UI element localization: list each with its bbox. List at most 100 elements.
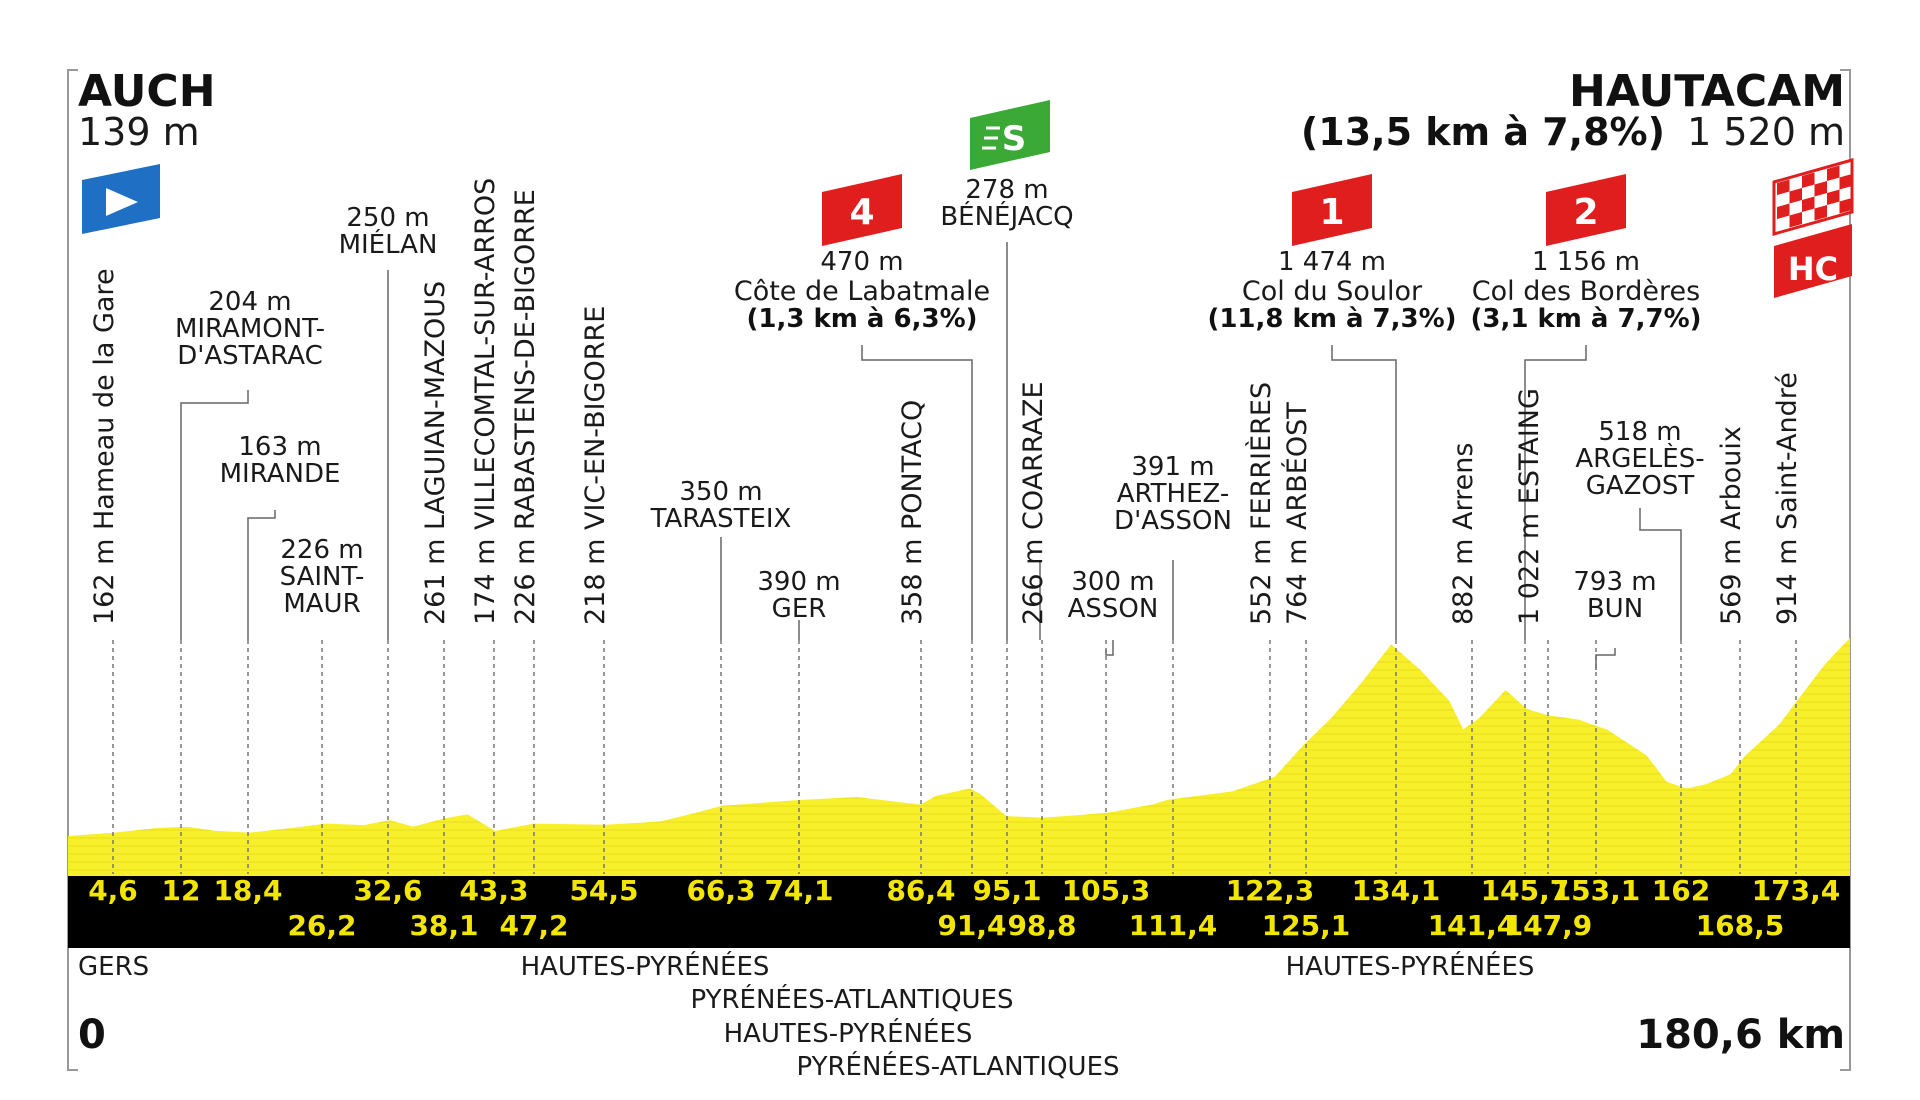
finish-altitude: 1 520 m — [1687, 110, 1845, 154]
place-name: MIÉLAN — [339, 228, 438, 260]
place-name-line2: D'ASTARAC — [177, 341, 323, 371]
place-altitude: 204 m — [208, 287, 291, 317]
sprint-label: S — [1002, 119, 1027, 159]
climb-borderes: 2 1 156 m Col des Bordères (3,1 km à 7,7… — [1470, 174, 1702, 334]
department-label: PYRÉNÉES-ATLANTIQUES — [796, 1050, 1119, 1082]
department-label: GERS — [78, 952, 149, 982]
climb-stats: (1,3 km à 6,3%) — [746, 304, 977, 334]
category-badge: 4 — [849, 192, 874, 233]
place-label-vertical: 882 m Arrens — [1448, 443, 1479, 625]
km-marker: 86,4 — [886, 874, 955, 907]
place-altitude: 350 m — [679, 477, 762, 507]
department-label: HAUTES-PYRÉNÉES — [1286, 950, 1535, 982]
distance-end: 180,6 km — [1636, 1012, 1845, 1058]
checker-square — [1839, 174, 1852, 190]
start-name: AUCH — [78, 66, 216, 117]
place-labels: 162 m Hameau de la Gare 261 m LAGUIAN-MAZ… — [89, 175, 1803, 625]
km-marker: 111,4 — [1129, 909, 1218, 942]
place-label-vertical: 914 m Saint-André — [1772, 372, 1803, 625]
leader-line — [247, 510, 276, 640]
leader-line — [180, 390, 249, 640]
place-altitude: 226 m — [280, 535, 363, 565]
km-marker: 54,5 — [569, 874, 638, 907]
frame — [67, 69, 1851, 1071]
checker-square — [1802, 196, 1815, 212]
leader-lines — [112, 242, 1797, 874]
km-band — [68, 876, 1850, 948]
climb-altitude: 1 156 m — [1532, 247, 1640, 277]
place-altitude: 278 m — [965, 175, 1048, 205]
km-markers: 4,6 12 18,4 32,6 43,3 54,5 66,3 74,1 86,4 95,1 105… — [88, 874, 1840, 942]
checker-square — [1827, 165, 1840, 181]
km-marker: 26,2 — [287, 909, 356, 942]
checker-square — [1777, 203, 1790, 219]
checker-square — [1814, 205, 1827, 221]
place-name-line2: GAZOST — [1586, 471, 1695, 501]
km-marker: 47,2 — [499, 909, 568, 942]
place-name: ARGELÈS- — [1575, 442, 1704, 474]
checkered-flag-icon — [1772, 158, 1854, 236]
category-badge: 2 — [1573, 192, 1598, 233]
km-marker: 105,3 — [1062, 874, 1151, 907]
km-marker: 168,5 — [1696, 909, 1785, 942]
finish-climb: (13,5 km à 7,8%) — [1301, 110, 1665, 154]
place-altitude: 390 m — [757, 567, 840, 597]
leader-line — [1524, 345, 1587, 640]
km-marker: 153,1 — [1552, 874, 1641, 907]
km-marker: 125,1 — [1262, 909, 1351, 942]
leader-line — [1105, 640, 1114, 656]
km-marker: 141,4 — [1428, 909, 1517, 942]
climb-stats: (11,8 km à 7,3%) — [1207, 304, 1456, 334]
km-marker: 91,4 — [937, 909, 1006, 942]
place-label-vertical: 174 m VILLECOMTAL-SUR-ARROS — [470, 178, 501, 625]
place-label-vertical: 218 m VIC-EN-BIGORRE — [580, 306, 611, 625]
checker-square — [1802, 172, 1815, 188]
km-marker: 98,8 — [1007, 909, 1076, 942]
place-altitude: 300 m — [1071, 567, 1154, 597]
hc-label: HC — [1788, 250, 1838, 288]
climb-stats: (3,1 km à 7,7%) — [1470, 304, 1701, 334]
place-label-vertical: 226 m RABASTENS-DE-BIGORRE — [510, 189, 541, 625]
checker-square — [1789, 188, 1802, 204]
checker-square — [1814, 181, 1827, 197]
km-marker: 32,6 — [353, 874, 422, 907]
place-name: BÉNÉJACQ — [940, 200, 1073, 232]
start-arrow-icon — [82, 164, 160, 234]
department-label: PYRÉNÉES-ATLANTIQUES — [690, 983, 1013, 1015]
profile-layer — [68, 637, 1850, 876]
climb-name: Col des Bordères — [1472, 276, 1700, 307]
place-altitude: 518 m — [1598, 417, 1681, 447]
place-label-vertical: 266 m COARRAZE — [1018, 381, 1049, 625]
place-label-vertical: 552 m FERRIÈRES — [1245, 382, 1277, 625]
climb-labatmale: 4 470 m Côte de Labatmale (1,3 km à 6,3%… — [734, 174, 990, 334]
place-label-vertical: 569 m Arbouix — [1716, 426, 1747, 625]
place-label-vertical: 358 m PONTACQ — [897, 400, 928, 625]
km-marker: 43,3 — [459, 874, 528, 907]
km-marker: 173,4 — [1752, 874, 1841, 907]
place-altitude: 163 m — [238, 432, 321, 462]
place-name: GER — [772, 594, 827, 624]
place-name: TARASTEIX — [650, 504, 792, 534]
place-label-vertical: 1 022 m ESTAING — [1514, 388, 1545, 625]
km-marker: 145,7 — [1481, 874, 1570, 907]
departments: GERS HAUTES-PYRÉNÉES PYRÉNÉES-ATLANTIQUE… — [78, 950, 1534, 1082]
sprint-icon: S — [970, 100, 1050, 170]
place-label-vertical: 764 m ARBÉOST — [1281, 402, 1313, 625]
leader-line — [1595, 648, 1616, 670]
place-label-vertical: 162 m Hameau de la Gare — [89, 268, 120, 625]
place-label-vertical: 261 m LAGUIAN-MAZOUS — [420, 281, 451, 625]
place-name: BUN — [1587, 594, 1643, 624]
place-altitude: 391 m — [1131, 452, 1214, 482]
leader-line — [1331, 345, 1397, 640]
place-name: MIRANDE — [220, 459, 341, 489]
department-label: HAUTES-PYRÉNÉES — [724, 1017, 973, 1049]
climb-altitude: 1 474 m — [1278, 247, 1386, 277]
start-altitude: 139 m — [78, 110, 200, 154]
profile-area — [68, 637, 1850, 876]
km-marker: 66,3 — [686, 874, 755, 907]
checker-square — [1789, 212, 1802, 228]
place-name: SAINT- — [280, 562, 365, 592]
leader-line — [861, 345, 973, 640]
